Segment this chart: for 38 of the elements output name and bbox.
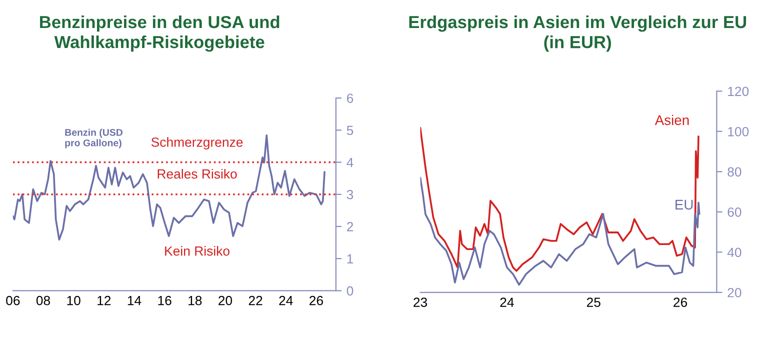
y-tick-label: 1	[347, 254, 354, 264]
y-tick-label: 20	[728, 288, 742, 298]
x-tick-label: 10	[67, 296, 80, 306]
x-tick-label: 14	[128, 296, 142, 306]
annotation: Schmerzgrenze	[151, 137, 243, 150]
x-tick-label: 22	[248, 296, 262, 306]
x-tick-label: 16	[158, 296, 172, 306]
x-tick-label: 24	[500, 298, 514, 307]
x-tick-label: 06	[6, 296, 20, 306]
annotation: Kein Risiko	[165, 246, 230, 256]
x-tick-label: 25	[586, 298, 600, 307]
y-tick-label: 60	[728, 207, 742, 217]
chart-title: Benzinpreise in den USA und Wahlkampf-Risikogebiete	[40, 15, 280, 52]
x-tick-label: 24	[279, 296, 293, 306]
x-tick-label: 26	[310, 296, 323, 306]
x-tick-label: 18	[188, 296, 202, 306]
y-tick-label: 6	[347, 94, 354, 103]
y-tick-label: 120	[728, 86, 749, 96]
y-tick-label: 40	[727, 248, 742, 258]
x-tick-label: 20	[218, 296, 232, 306]
annotation: Reales Risiko	[158, 168, 237, 179]
y-tick-label: 2	[347, 222, 354, 232]
x-tick-label: 08	[36, 296, 50, 306]
text: Benzin (USD pro Gallone)	[65, 128, 123, 148]
x-tick-label: 12	[98, 296, 111, 306]
y-tick-label: 4	[346, 158, 354, 168]
series-label: EU	[676, 200, 693, 210]
x-tick-label: 23	[414, 298, 428, 307]
line-series	[420, 176, 700, 286]
y-tick-label: 0	[346, 286, 354, 296]
y-tick-label: 100	[728, 126, 749, 136]
series-label: Asien	[654, 114, 689, 126]
line-series	[420, 126, 700, 272]
y-tick-label: 5	[346, 126, 354, 136]
y-tick-label: 80	[728, 167, 742, 177]
x-tick-label: 26	[674, 298, 688, 307]
chart-title: Erdgaspreis in Asien im Vergleich zur EU (in EUR)	[409, 15, 746, 52]
y-tick-label: 3	[346, 190, 354, 200]
